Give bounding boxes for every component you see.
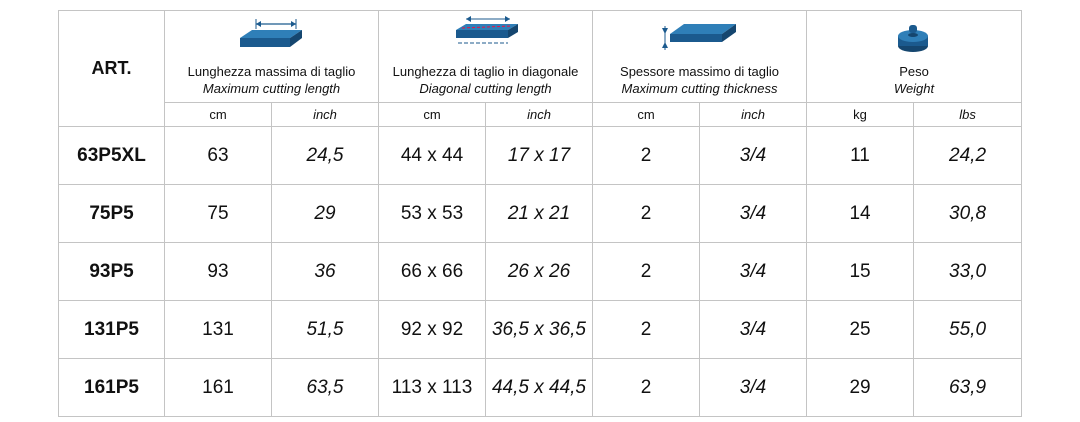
article-code: 93P5 <box>58 242 165 301</box>
cell: 55,0 <box>913 300 1023 359</box>
cell: 3/4 <box>699 300 808 359</box>
cell: 29 <box>806 358 915 417</box>
cell: 63,5 <box>271 358 379 417</box>
group-title-it: Peso <box>899 64 929 79</box>
cell: 24,5 <box>271 126 379 185</box>
cell: 113 x 113 <box>378 358 486 417</box>
header-row: ART. Lunghezza massima di taglio Maximum c… <box>58 10 1023 127</box>
cell: 92 x 92 <box>378 300 486 359</box>
unit-label: inch <box>699 102 808 127</box>
art-header: ART. <box>58 10 165 127</box>
cell: 131 <box>164 300 272 359</box>
unit-label: kg <box>806 102 915 127</box>
article-code: 75P5 <box>58 184 165 243</box>
cell: 44,5 x 44,5 <box>484 358 594 417</box>
cell: 24,2 <box>913 126 1023 185</box>
group-header: Lunghezza massima di taglio Maximum cutti… <box>164 10 379 103</box>
unit-label: inch <box>484 102 594 127</box>
cell: 29 <box>271 184 379 243</box>
cell: 51,5 <box>271 300 379 359</box>
cell: 25 <box>806 300 915 359</box>
data-row: 93P5 93 36 66 x 66 26 x 26 2 3/4 15 33,0 <box>58 242 1023 301</box>
cell: 2 <box>592 242 701 301</box>
cell: 3/4 <box>699 242 808 301</box>
cell: 15 <box>806 242 915 301</box>
unit-label: cm <box>592 102 701 127</box>
thickness-icon <box>662 24 736 50</box>
group-title-it: Lunghezza massima di taglio <box>187 64 356 79</box>
group-title-en: Maximum cutting thickness <box>621 81 778 96</box>
data-row: 131P5 131 51,5 92 x 92 36,5 x 36,5 2 3/4 25 55,0 <box>58 300 1023 359</box>
group-title-en: Maximum cutting length <box>202 81 341 96</box>
cell: 75 <box>164 184 272 243</box>
cell: 30,8 <box>913 184 1023 243</box>
cell: 63 <box>164 126 272 185</box>
cell: 2 <box>592 184 701 243</box>
group-title-en: Weight <box>893 81 935 96</box>
cell: 44 x 44 <box>378 126 486 185</box>
cell: 93 <box>164 242 272 301</box>
unit-row: cm inch cm inch cm inch kg lbs <box>59 102 1023 127</box>
cell: 2 <box>592 358 701 417</box>
diagonal-icon <box>456 16 518 44</box>
unit-label: cm <box>378 102 486 127</box>
length-icon <box>240 19 302 47</box>
cell: 3/4 <box>699 184 808 243</box>
cell: 66 x 66 <box>378 242 486 301</box>
cell: 33,0 <box>913 242 1023 301</box>
data-row: 75P5 75 29 53 x 53 21 x 21 2 3/4 14 30,8 <box>58 184 1023 243</box>
cell: 26 x 26 <box>484 242 594 301</box>
group-title-it: Lunghezza di taglio in diagonale <box>392 64 579 79</box>
cell: 17 x 17 <box>484 126 594 185</box>
group-title-it: Spessore massimo di taglio <box>620 64 779 79</box>
cell: 3/4 <box>699 358 808 417</box>
article-code: 63P5XL <box>58 126 165 185</box>
article-code: 161P5 <box>58 358 165 417</box>
cell: 11 <box>806 126 915 185</box>
cell: 53 x 53 <box>378 184 486 243</box>
unit-label: lbs <box>913 102 1023 127</box>
cell: 36 <box>271 242 379 301</box>
cell: 161 <box>164 358 272 417</box>
spec-table: ART. Lunghezza massima di taglio Maximum c… <box>58 10 1023 417</box>
cell: 3/4 <box>699 126 808 185</box>
article-code: 131P5 <box>58 300 165 359</box>
cell: 2 <box>592 300 701 359</box>
cell: 14 <box>806 184 915 243</box>
weight-icon <box>898 25 928 52</box>
cell: 36,5 x 36,5 <box>484 300 594 359</box>
cell: 21 x 21 <box>484 184 594 243</box>
group-title-en: Diagonal cutting length <box>419 81 552 96</box>
cell: 2 <box>592 126 701 185</box>
data-row: 63P5XL 63 24,5 44 x 44 17 x 17 2 3/4 11 24,2 <box>58 126 1023 185</box>
unit-label: cm <box>164 102 272 127</box>
cell: 63,9 <box>913 358 1023 417</box>
unit-label: inch <box>271 102 379 127</box>
group-header: Spessore massimo di taglio Maximum cuttin… <box>592 10 808 103</box>
data-row: 161P5 161 63,5 113 x 113 44,5 x 44,5 2 3/4 29 63… <box>58 358 1023 417</box>
